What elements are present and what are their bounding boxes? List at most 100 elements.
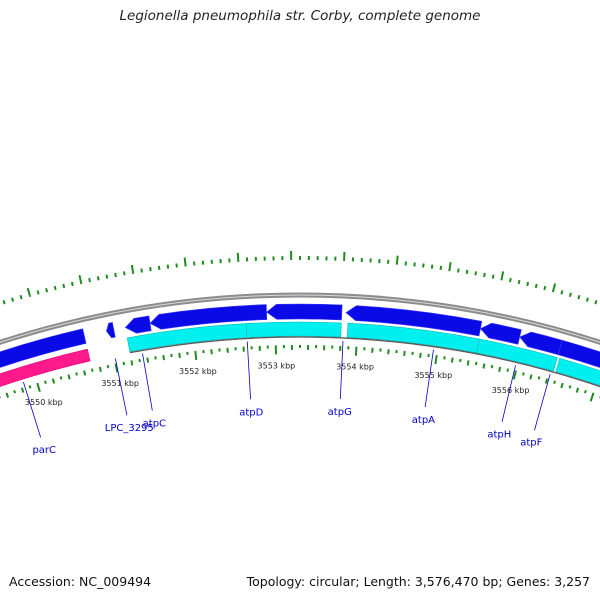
position-tick xyxy=(466,360,470,366)
gc-tick xyxy=(534,283,538,289)
position-tick xyxy=(13,389,17,394)
gene-leader-line xyxy=(142,353,153,411)
gc-tick xyxy=(157,265,161,270)
reverse-cds-feature xyxy=(476,338,558,372)
forward-cds-feature xyxy=(124,315,152,334)
gene-leader-line xyxy=(501,365,516,422)
gene-label: LPC_3295 xyxy=(105,423,154,434)
position-tick xyxy=(459,358,462,363)
position-tick xyxy=(560,382,564,389)
kbp-label: 3553 kbp xyxy=(258,361,296,370)
position-tick xyxy=(51,378,56,384)
forward-cds-feature xyxy=(479,322,522,345)
outer-gc-ticks xyxy=(2,251,598,305)
reverse-cds-feature xyxy=(555,357,600,386)
gc-tick xyxy=(474,271,478,276)
backbone-ring xyxy=(0,292,600,346)
position-tick xyxy=(20,387,25,393)
position-tick xyxy=(28,385,32,389)
position-tick xyxy=(90,368,94,372)
gc-tick xyxy=(500,271,505,281)
position-tick xyxy=(138,358,141,363)
gc-tick xyxy=(45,288,49,293)
gc-tick xyxy=(430,264,434,269)
gc-tick xyxy=(122,271,126,276)
gc-tick xyxy=(96,276,100,281)
position-tick xyxy=(67,374,71,380)
gene-label: atpC xyxy=(143,418,166,429)
forward-cds-feature xyxy=(0,328,87,368)
kbp-label: 3555 kbp xyxy=(414,371,452,380)
position-tick xyxy=(583,389,587,394)
gc-tick xyxy=(166,264,170,269)
gc-tick xyxy=(543,285,547,291)
gc-tick xyxy=(509,277,512,283)
gene-label: parC xyxy=(32,445,56,456)
gc-tick xyxy=(483,272,486,278)
position-tick xyxy=(114,363,119,373)
reverse-track-edge xyxy=(129,336,600,388)
gc-tick xyxy=(2,300,6,305)
gene-label: atpF xyxy=(520,438,542,449)
kbp-label: 3550 kbp xyxy=(25,398,63,407)
position-tick xyxy=(512,370,517,380)
kbp-label: 3556 kbp xyxy=(492,386,530,395)
kbp-label: 3552 kbp xyxy=(179,367,217,376)
gc-tick xyxy=(130,264,135,275)
gene-label: atpG xyxy=(328,407,352,418)
gc-tick xyxy=(517,279,521,285)
gc-tick xyxy=(551,283,557,293)
position-tick xyxy=(575,387,580,393)
position-tick xyxy=(106,365,110,369)
gene-leader-line xyxy=(534,374,551,431)
gene-leader-line xyxy=(114,358,128,416)
gc-tick xyxy=(457,268,460,273)
gene-label: atpA xyxy=(412,415,435,426)
gc-tick xyxy=(62,283,66,289)
rna-track xyxy=(0,348,91,387)
gc-tick xyxy=(560,290,564,295)
gc-tick xyxy=(88,277,91,283)
position-tick xyxy=(122,361,126,366)
kbp-label: 3554 kbp xyxy=(336,363,374,372)
reverse-cds-track xyxy=(126,321,600,388)
gc-tick xyxy=(585,297,589,302)
position-tick xyxy=(537,376,541,380)
position-tick xyxy=(482,363,486,369)
gene-leader-line xyxy=(246,341,251,400)
gc-tick xyxy=(594,300,598,305)
position-tick xyxy=(589,392,595,402)
position-tick xyxy=(36,382,41,393)
gc-tick xyxy=(395,255,399,265)
position-tick xyxy=(529,374,533,380)
position-tick xyxy=(98,366,102,373)
gene-label: atpD xyxy=(239,407,263,418)
gc-tick xyxy=(465,269,469,275)
forward-cds-track xyxy=(0,303,600,368)
position-ticks xyxy=(0,345,600,402)
gene-leader-line xyxy=(339,340,344,399)
position-tick xyxy=(83,370,87,376)
forward-cds-feature xyxy=(345,305,483,337)
gc-tick xyxy=(183,257,187,267)
map-title: Legionella pneumophila str. Corby, compl… xyxy=(119,8,481,24)
position-tick xyxy=(162,355,166,361)
position-tick xyxy=(544,378,549,384)
position-tick xyxy=(474,361,478,366)
position-tick xyxy=(450,357,454,363)
gc-tick xyxy=(53,285,57,291)
position-tick xyxy=(419,352,422,359)
gc-tick xyxy=(19,295,23,300)
position-tick xyxy=(568,385,572,389)
gc-tick xyxy=(491,274,495,279)
position-tick xyxy=(553,380,556,384)
gene-leader-line xyxy=(424,349,434,408)
backbone-highlight xyxy=(0,294,600,343)
gene-leader-line xyxy=(23,381,42,438)
position-tick xyxy=(5,392,10,398)
gc-tick xyxy=(149,266,152,272)
reverse-cds-feature xyxy=(245,321,342,338)
forward-cds-feature xyxy=(106,322,116,339)
gene-label: atpH xyxy=(487,429,511,440)
